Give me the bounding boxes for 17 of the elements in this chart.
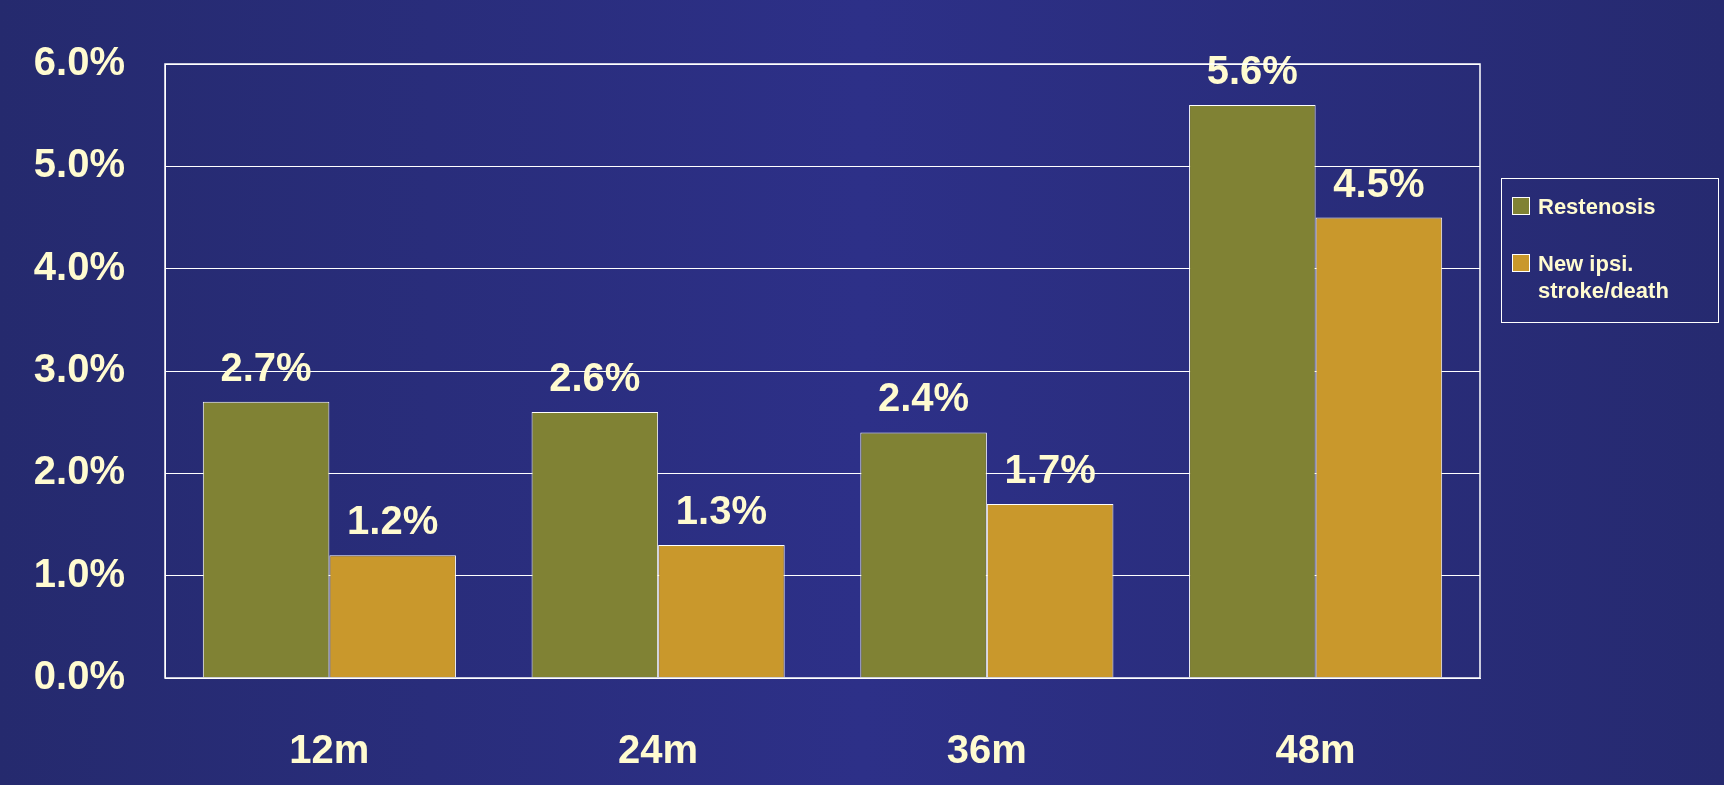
text: Restenosis bbox=[1538, 193, 1656, 220]
data-label: 4.5% bbox=[1333, 160, 1425, 205]
y-tick-label: 0.0% bbox=[33, 653, 125, 698]
y-tick-label: 2.0% bbox=[33, 448, 125, 493]
y-tick-label: 4.0% bbox=[33, 243, 125, 288]
x-tick-label: 36m bbox=[946, 727, 1027, 772]
y-tick-label: 3.0% bbox=[33, 346, 125, 391]
x-tick-label: 12m bbox=[289, 727, 370, 772]
y-tick-label: 1.0% bbox=[33, 550, 125, 595]
data-label: 2.4% bbox=[878, 375, 970, 420]
y-tick-label: 6.0% bbox=[33, 39, 125, 84]
x-tick-label: 24m bbox=[618, 727, 699, 772]
legend-label: New ipsi. stroke/death bbox=[1538, 250, 1670, 304]
x-tick-label: 48m bbox=[1275, 727, 1356, 772]
data-label: 1.2% bbox=[347, 498, 439, 543]
data-label: 1.3% bbox=[675, 488, 767, 532]
y-tick-label: 5.0% bbox=[33, 141, 125, 186]
